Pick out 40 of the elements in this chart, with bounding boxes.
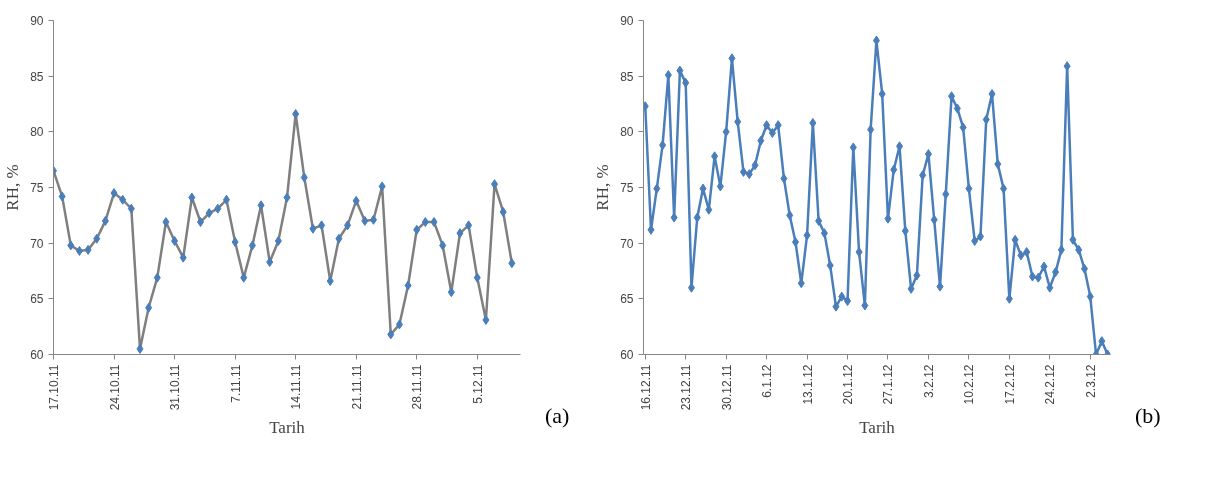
- x-tick-label: 13.1.12: [800, 364, 815, 405]
- x-tick-label: 3.2.12: [921, 364, 936, 398]
- text: (a): [545, 402, 570, 430]
- y-axis-title: RH, %: [3, 164, 23, 211]
- y-tick-label: 60: [620, 348, 634, 362]
- x-tick-label: 24.2.12: [1043, 364, 1058, 405]
- x-tick-label: 28.11.11: [410, 364, 425, 410]
- y-tick-label: 70: [620, 236, 634, 251]
- x-tick-label: 24.10.11: [107, 364, 122, 411]
- y-tick-label: 65: [30, 292, 44, 307]
- y-tick-label: 65: [620, 292, 634, 307]
- x-tick-label: 14.11.11: [289, 364, 304, 410]
- y-tick-label: 60: [30, 348, 44, 362]
- x-tick-label: 21.11.11: [349, 364, 364, 410]
- x-tick-label: 7.11.11: [228, 364, 243, 403]
- x-tick-label: 5.12.11: [470, 364, 485, 404]
- x-tick-label: 2.3.12: [1083, 364, 1098, 398]
- x-tick-label: 16.12.11: [638, 364, 653, 411]
- y-tick-label: 85: [620, 69, 634, 84]
- x-tick-label: 27.1.12: [881, 364, 896, 405]
- x-axis-title: Tarih: [269, 418, 306, 438]
- y-tick-label: 80: [620, 125, 634, 140]
- y-tick-label: 90: [620, 14, 634, 28]
- text: (b): [1135, 402, 1161, 430]
- y-tick-label: 80: [30, 125, 44, 140]
- y-tick-label: 70: [30, 236, 44, 251]
- x-tick-label: 23.12.11: [679, 364, 694, 411]
- x-tick-label: 10.2.12: [962, 364, 977, 405]
- y-tick-label: 75: [30, 181, 44, 195]
- x-tick-label: 20.1.12: [841, 364, 856, 405]
- x-tick-label: 17.2.12: [1002, 364, 1017, 405]
- y-tick-label: 75: [620, 181, 634, 195]
- x-tick-label: 17.10.11: [47, 364, 61, 411]
- y-axis-title: RH, %: [593, 164, 613, 211]
- x-tick-label: 6.1.12: [760, 364, 775, 398]
- y-tick-label: 90: [30, 14, 44, 28]
- x-tick-label: 30.12.11: [719, 364, 734, 411]
- y-tick-label: 85: [30, 69, 44, 84]
- x-axis-title: Tarih: [859, 418, 896, 438]
- x-tick-label: 31.10.11: [168, 364, 183, 411]
